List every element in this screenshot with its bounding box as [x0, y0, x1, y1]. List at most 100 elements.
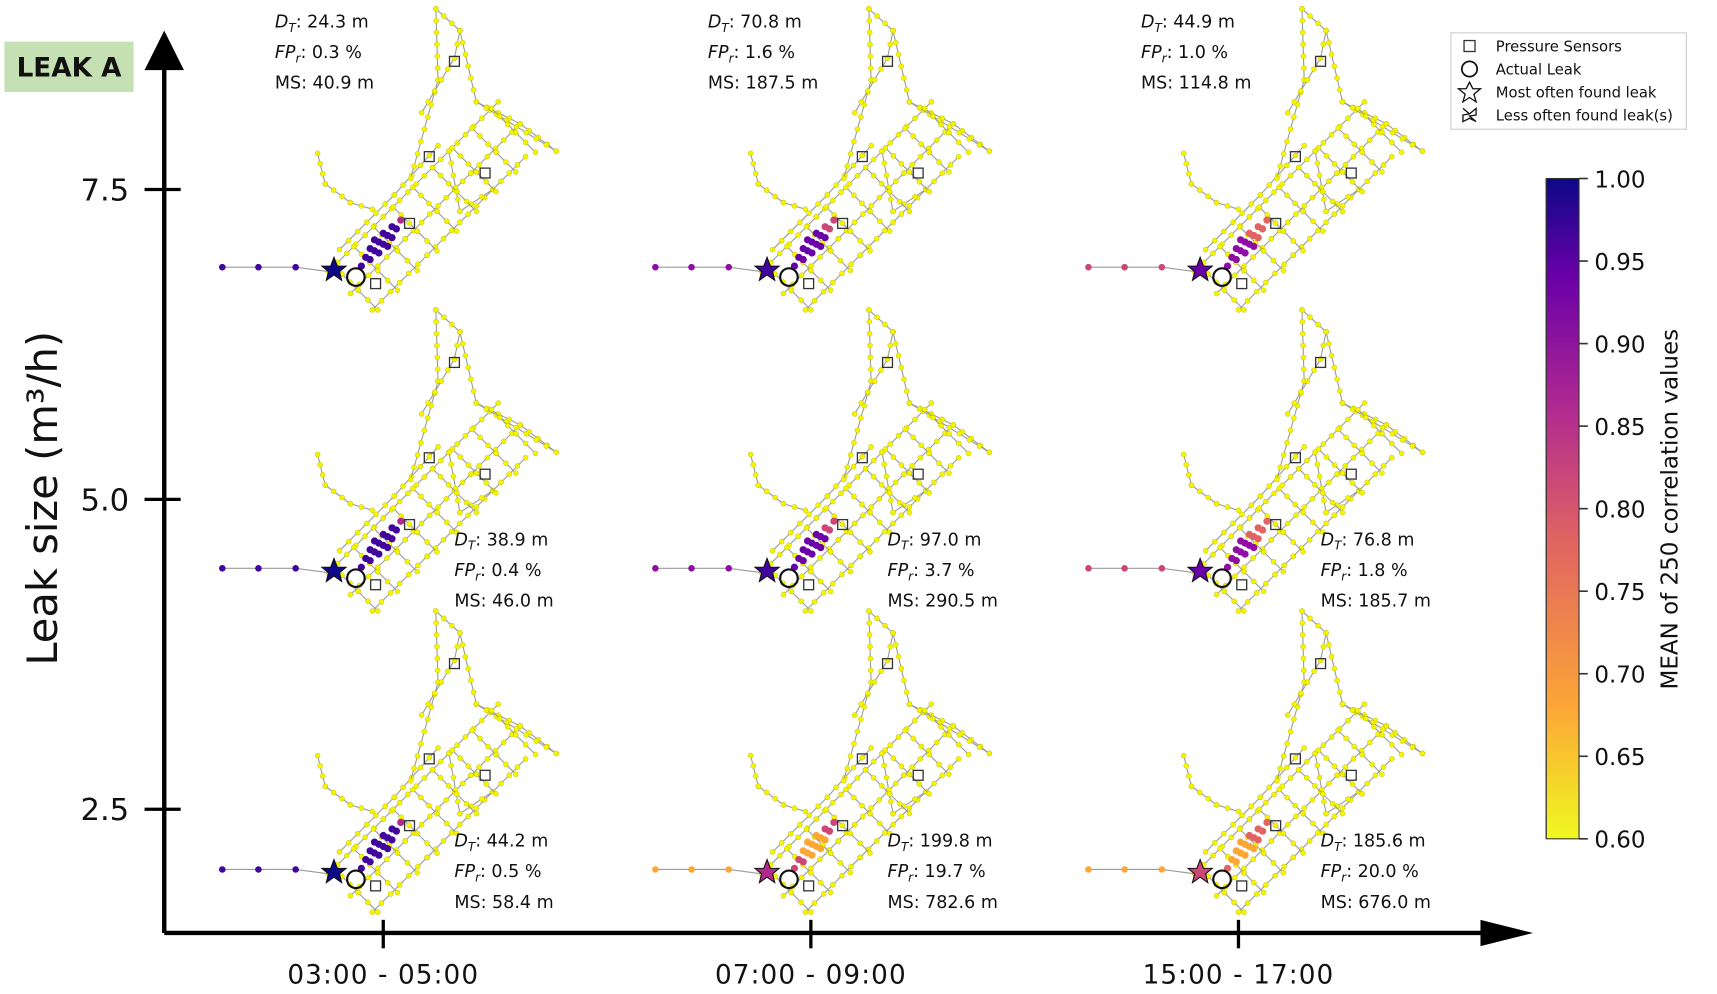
colorbar-tick-label: 0.65	[1594, 745, 1645, 771]
junction	[1340, 99, 1345, 104]
junction	[450, 446, 455, 451]
junction	[434, 319, 439, 324]
junction	[890, 209, 895, 214]
junction	[1293, 814, 1298, 819]
junction	[501, 439, 506, 444]
junction	[781, 802, 786, 807]
junction	[464, 199, 469, 204]
junction	[1284, 464, 1289, 469]
junction	[911, 134, 916, 139]
junction	[1326, 179, 1331, 184]
junction	[860, 454, 865, 459]
junction	[400, 785, 405, 790]
metric-value: 676.0 m	[1358, 893, 1431, 913]
junction	[1321, 42, 1326, 47]
junction	[364, 220, 369, 225]
junction	[1222, 589, 1227, 594]
junction	[851, 494, 856, 499]
junction	[929, 99, 934, 104]
junction	[418, 139, 423, 144]
candidate-node	[1121, 565, 1128, 572]
junction	[320, 774, 325, 779]
junction	[874, 315, 879, 320]
junction	[903, 728, 908, 733]
junction	[878, 66, 883, 71]
junction	[1232, 273, 1237, 278]
junction	[477, 162, 482, 167]
junction	[351, 244, 356, 249]
junction	[388, 289, 393, 294]
junction	[1285, 713, 1290, 718]
junction	[1300, 331, 1305, 336]
candidate-node	[1085, 565, 1092, 572]
junction	[438, 759, 443, 764]
junction	[807, 211, 812, 216]
junction	[860, 755, 865, 760]
metric: FPr:1.0 %	[1141, 43, 1228, 65]
junction	[1281, 870, 1286, 875]
junction	[843, 486, 848, 491]
junction	[533, 752, 538, 757]
candidate-node	[795, 254, 802, 261]
junction	[474, 510, 479, 515]
junction	[748, 151, 753, 156]
junction	[917, 708, 922, 713]
junction	[865, 390, 870, 395]
junction	[1267, 785, 1272, 790]
junction	[814, 214, 819, 219]
candidate-node	[652, 264, 659, 271]
junction	[808, 870, 813, 875]
junction	[936, 461, 941, 466]
junction	[858, 855, 863, 860]
junction	[1292, 99, 1297, 104]
pipe	[411, 611, 521, 781]
junction	[515, 765, 520, 770]
junction	[464, 801, 469, 806]
junction	[1285, 193, 1290, 198]
candidate-node	[1233, 546, 1240, 553]
metric: MS:40.9 m	[275, 74, 374, 94]
junction	[1330, 500, 1335, 505]
junction	[395, 288, 400, 293]
junction	[1249, 503, 1254, 508]
junction	[427, 454, 432, 459]
junction	[1241, 307, 1246, 312]
junction	[1373, 472, 1378, 477]
candidate-node	[388, 825, 395, 832]
junction	[1362, 702, 1367, 707]
candidate-node	[219, 866, 226, 873]
junction	[1299, 609, 1304, 614]
junction	[474, 806, 479, 811]
junction	[1389, 441, 1394, 446]
junction	[907, 772, 912, 777]
metric-value: 0.4 %	[491, 561, 541, 581]
junction	[405, 559, 410, 564]
junction	[907, 400, 912, 405]
junction	[484, 480, 489, 485]
junction	[449, 763, 454, 768]
junction	[412, 164, 417, 169]
junction	[890, 510, 895, 515]
junction	[485, 142, 490, 147]
junction	[1212, 238, 1217, 243]
junction	[858, 717, 863, 722]
junction	[956, 756, 961, 761]
junction	[940, 171, 945, 176]
junction	[821, 289, 826, 294]
junction	[388, 590, 393, 595]
junction	[331, 489, 336, 494]
junction	[1261, 248, 1266, 253]
junction	[867, 644, 872, 649]
candidate-node	[821, 825, 828, 832]
junction	[405, 258, 410, 263]
junction	[427, 513, 432, 518]
junction	[554, 751, 559, 756]
junction	[947, 124, 952, 129]
metric-sep: :	[1346, 561, 1352, 581]
junction	[1301, 355, 1306, 360]
junction	[383, 804, 388, 809]
junction	[1291, 540, 1296, 545]
junction	[838, 258, 843, 263]
junction	[1362, 400, 1367, 405]
candidate-node	[688, 866, 695, 873]
